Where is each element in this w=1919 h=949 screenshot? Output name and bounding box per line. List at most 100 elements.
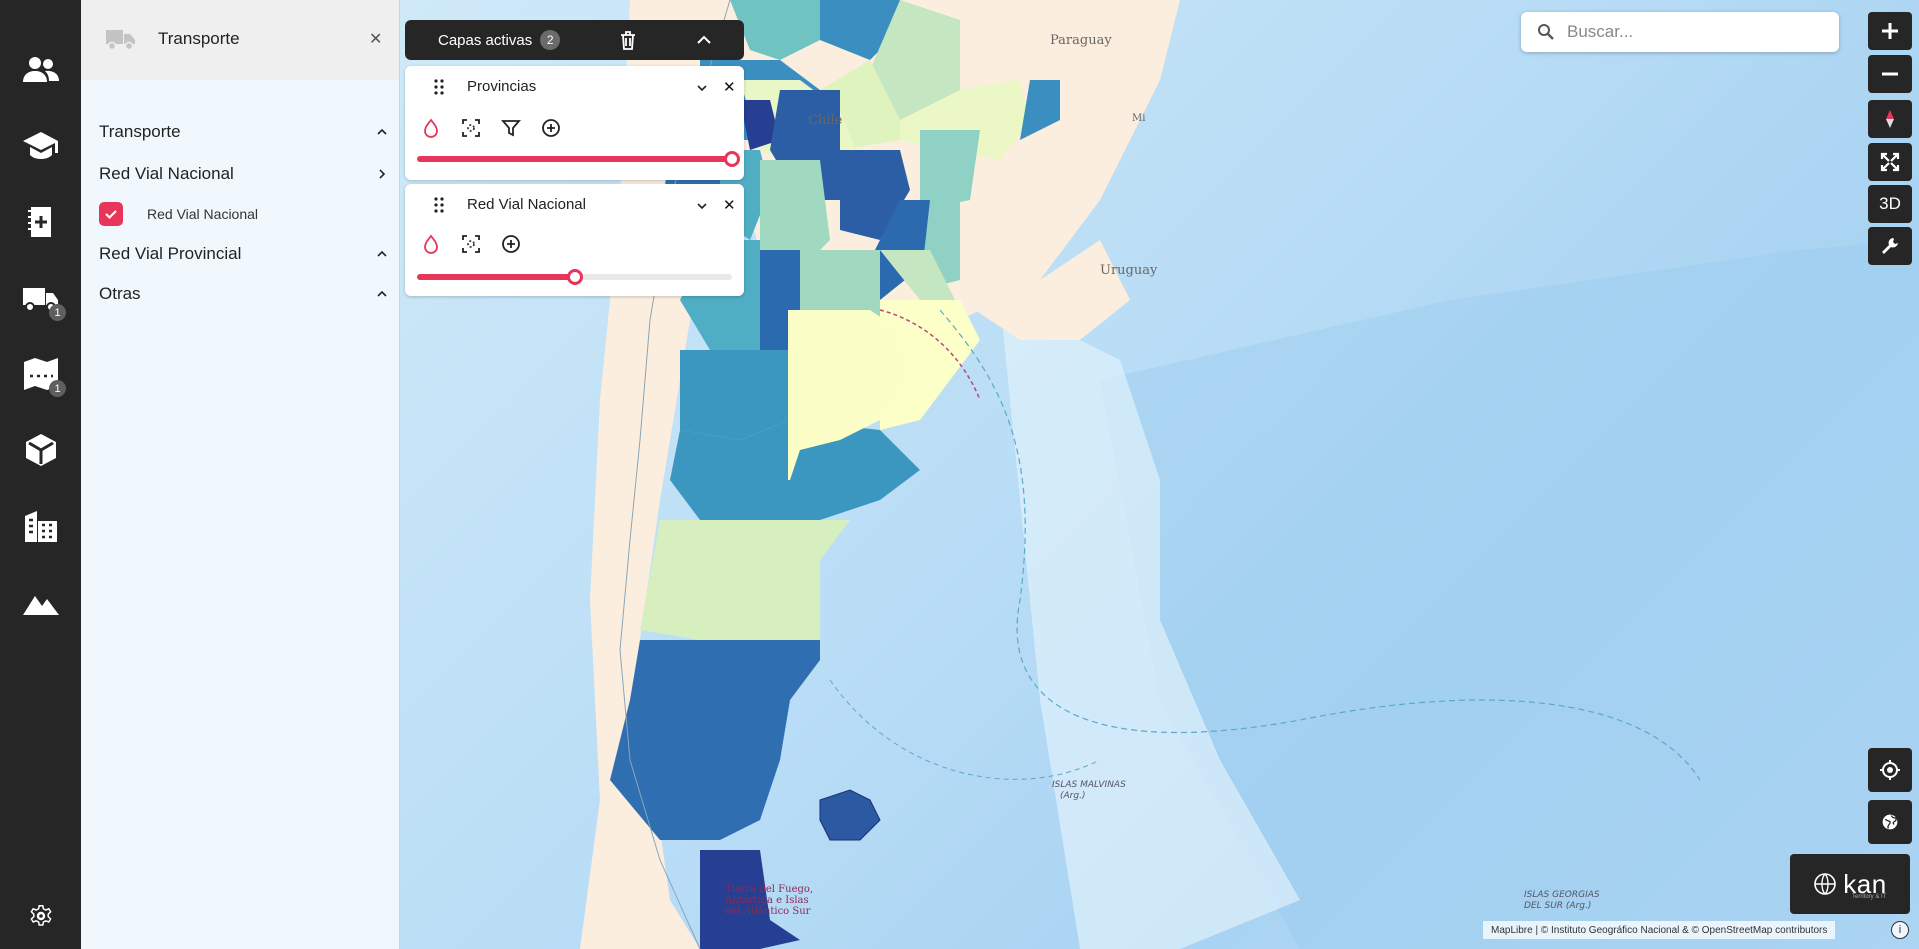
- section-label: Transporte: [99, 122, 181, 141]
- chevron-right-icon: [379, 169, 386, 179]
- section-label: Red Vial Nacional: [99, 164, 234, 183]
- rail-3d-objects-button[interactable]: [0, 420, 81, 480]
- mountains-icon: [22, 596, 59, 615]
- map-label-line: DEL SUR (Arg.): [1524, 901, 1592, 911]
- layer-card-name: Provincias: [467, 78, 537, 95]
- cube-icon: [25, 434, 56, 466]
- add-circle-icon[interactable]: [541, 118, 561, 138]
- rail-routes-button[interactable]: 1: [0, 344, 81, 404]
- layers-panel: Transporte ✕ Transporte Red Vial Naciona…: [81, 0, 400, 949]
- drag-handle-icon[interactable]: [433, 78, 445, 96]
- zoom-out-button[interactable]: [1868, 55, 1912, 93]
- truck-icon: [22, 288, 58, 312]
- 3d-view-button[interactable]: 3D: [1868, 185, 1912, 223]
- panel-close-button[interactable]: ✕: [369, 31, 383, 48]
- rail-buildings-button[interactable]: [0, 496, 81, 556]
- geolocate-button[interactable]: [1868, 748, 1912, 792]
- rail-terrain-button[interactable]: [0, 572, 81, 632]
- attribution-info-button[interactable]: i: [1891, 921, 1909, 939]
- map-label-line: Antártida e Islas: [725, 895, 809, 906]
- opacity-slider[interactable]: [417, 151, 740, 167]
- section-label: Red Vial Provincial: [99, 244, 242, 263]
- chevron-up-icon: [377, 128, 387, 135]
- map-label-paraguay: Paraguay: [1050, 33, 1112, 48]
- extent-icon[interactable]: [461, 234, 481, 254]
- rail-transport-button[interactable]: 1: [0, 268, 81, 328]
- brand-name: kan: [1843, 868, 1887, 899]
- icon-rail: 1 1: [0, 0, 81, 949]
- map-label-line: (Arg.): [1060, 791, 1086, 801]
- panel-title: Transporte: [158, 29, 240, 48]
- fullscreen-button[interactable]: [1868, 143, 1912, 181]
- map-label-line: ISLAS GEORGIAS: [1524, 890, 1600, 900]
- search-input[interactable]: [1567, 22, 1837, 42]
- rail-settings-button[interactable]: [0, 886, 81, 946]
- brand-tagline: Territory & IT: [1852, 894, 1887, 900]
- chevron-up-icon[interactable]: [693, 29, 715, 51]
- section-transporte[interactable]: Transporte: [99, 118, 389, 146]
- map-label-georgias: ISLAS GEORGIAS DEL SUR (Arg.): [1524, 890, 1600, 912]
- chevron-up-icon: [377, 290, 387, 297]
- expand-icon: [1880, 152, 1900, 172]
- map-label-line: del Atlántico Sur: [725, 906, 811, 917]
- active-layers-title: Capas activas: [438, 31, 533, 49]
- opacity-slider-thumb[interactable]: [566, 269, 583, 285]
- trash-icon[interactable]: [617, 29, 639, 51]
- drag-handle-icon[interactable]: [433, 196, 445, 214]
- rail-badge: 1: [49, 304, 66, 321]
- chevron-up-icon: [377, 250, 387, 257]
- layer-card-red-vial-nacional: Red Vial Nacional ✕: [405, 184, 744, 296]
- map-label-line: Tierra del Fuego,: [725, 884, 814, 895]
- section-red-vial-provincial[interactable]: Red Vial Provincial: [99, 240, 389, 268]
- section-red-vial-nacional[interactable]: Red Vial Nacional: [99, 160, 389, 188]
- map-label-tierra-del-fuego: Tierra del Fuego, Antártida e Islas del …: [725, 884, 813, 917]
- search-icon: [1538, 24, 1554, 40]
- filter-icon[interactable]: [501, 118, 521, 138]
- search-box: [1521, 12, 1839, 52]
- opacity-slider-thumb[interactable]: [724, 151, 740, 167]
- layer-card-close-button[interactable]: ✕: [723, 79, 736, 96]
- opacity-slider-fill: [417, 274, 575, 280]
- active-layers-count-badge: 2: [540, 30, 561, 50]
- rail-badge: 1: [49, 380, 66, 397]
- compass-icon: [1886, 110, 1894, 128]
- layer-checkbox[interactable]: [99, 202, 123, 226]
- rail-education-button[interactable]: [0, 116, 81, 176]
- map-label-chile: Chile: [808, 113, 843, 128]
- layer-item-red-vial-nacional: Red Vial Nacional: [99, 202, 258, 226]
- rail-notebook-button[interactable]: [0, 192, 81, 252]
- section-label: Otras: [99, 284, 141, 303]
- minus-icon: [1882, 72, 1898, 76]
- drop-icon[interactable]: [421, 118, 441, 138]
- globe-logo-icon: [1814, 873, 1837, 895]
- gear-icon: [29, 905, 52, 926]
- add-circle-icon[interactable]: [501, 234, 521, 254]
- wrench-icon: [1882, 238, 1898, 254]
- map-terrain: [580, 0, 1919, 949]
- chevron-down-icon[interactable]: [695, 81, 709, 95]
- add-notebook-icon: [27, 207, 51, 237]
- tools-button[interactable]: [1868, 227, 1912, 265]
- layer-card-close-button[interactable]: ✕: [723, 197, 736, 214]
- chevron-down-icon[interactable]: [695, 199, 709, 213]
- map-label-line: ISLAS MALVINAS: [1052, 780, 1126, 790]
- opacity-slider[interactable]: [417, 269, 732, 285]
- globe-icon: [1882, 814, 1898, 830]
- zoom-in-button[interactable]: [1868, 12, 1912, 50]
- buildings-icon: [24, 511, 57, 542]
- layer-card-name: Red Vial Nacional: [467, 196, 586, 213]
- people-icon: [22, 57, 59, 82]
- active-layers-header: Capas activas 2: [405, 20, 744, 60]
- compass-button[interactable]: [1868, 100, 1912, 138]
- layer-card-provincias: Provincias ✕: [405, 66, 744, 180]
- rail-people-button[interactable]: [0, 40, 81, 100]
- map-attribution: MapLibre | © Instituto Geográfico Nacion…: [1483, 921, 1836, 939]
- check-icon: [105, 210, 117, 220]
- drop-icon[interactable]: [421, 234, 441, 254]
- extent-icon[interactable]: [461, 118, 481, 138]
- section-otras[interactable]: Otras: [99, 280, 389, 308]
- layer-label: Red Vial Nacional: [147, 206, 259, 222]
- map-route-icon: [23, 358, 58, 390]
- basemap-button[interactable]: [1868, 800, 1912, 844]
- map-label-malvinas: ISLAS MALVINAS (Arg.): [1052, 780, 1126, 802]
